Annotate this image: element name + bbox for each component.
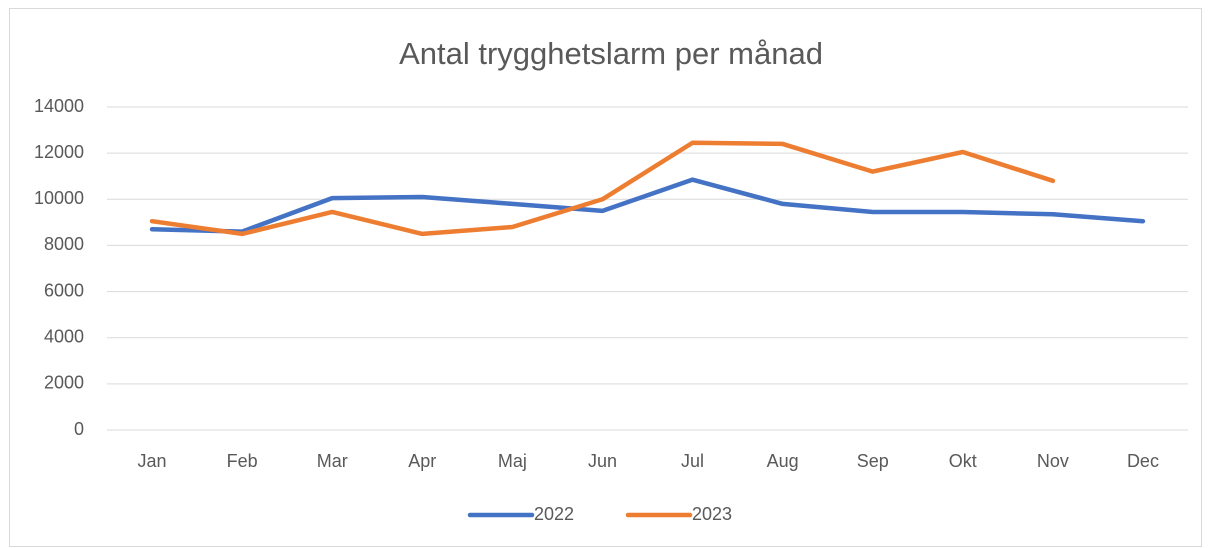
y-tick-label: 14000	[34, 96, 84, 116]
y-tick-label: 0	[74, 419, 84, 439]
x-tick-label: Nov	[1037, 451, 1069, 471]
legend-label: 2022	[534, 504, 574, 524]
y-tick-label: 8000	[44, 234, 84, 254]
line-series	[149, 140, 1056, 237]
line-series	[149, 177, 1146, 234]
x-tick-label: Maj	[498, 451, 527, 471]
chart-title: Antal trygghetslarm per månad	[399, 36, 823, 71]
y-tick-label: 6000	[44, 280, 84, 300]
x-tick-label: Jan	[138, 451, 167, 471]
y-tick-label: 10000	[34, 188, 84, 208]
y-tick-label: 12000	[34, 142, 84, 162]
y-tick-label: 4000	[44, 326, 84, 346]
x-tick-label: Okt	[949, 451, 977, 471]
chart-frame	[9, 8, 1202, 547]
x-tick-label: Feb	[227, 451, 258, 471]
y-tick-label: 2000	[44, 373, 84, 393]
x-tick-label: Mar	[317, 451, 348, 471]
x-tick-label: Dec	[1127, 451, 1159, 471]
x-tick-label: Sep	[857, 451, 889, 471]
x-tick-label: Apr	[408, 451, 436, 471]
x-tick-label: Jul	[681, 451, 704, 471]
x-tick-label: Aug	[767, 451, 799, 471]
legend-label: 2023	[692, 504, 732, 524]
x-tick-label: Jun	[588, 451, 617, 471]
